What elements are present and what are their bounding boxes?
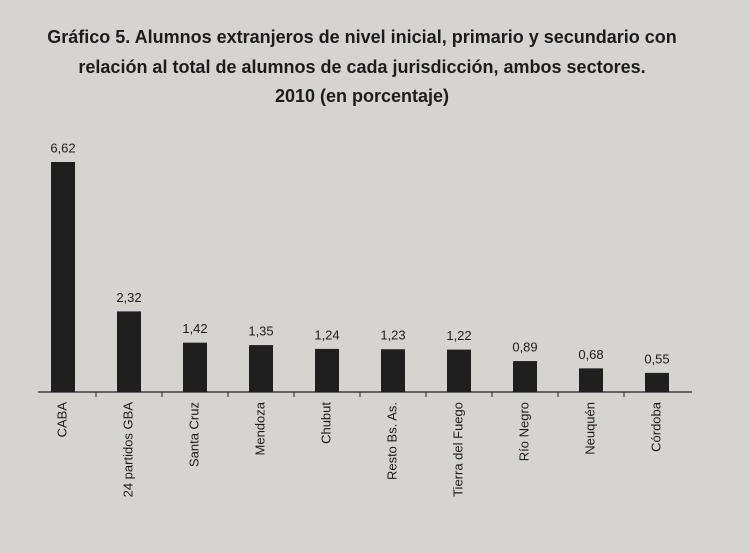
value-label: 0,55 — [644, 351, 669, 366]
bar — [117, 311, 141, 392]
bar — [381, 349, 405, 392]
value-label: 1,35 — [248, 324, 273, 339]
x-tick-label: Tierra del Fuego — [450, 402, 465, 497]
value-label: 1,42 — [182, 321, 207, 336]
bar — [513, 361, 537, 392]
value-label: 1,22 — [446, 328, 471, 343]
x-tick-label: 24 partidos GBA — [120, 402, 135, 498]
x-tick-label: Mendoza — [252, 401, 267, 455]
chart-title: relación al total de alumnos de cada jur… — [78, 57, 645, 77]
bar — [51, 162, 75, 392]
value-label: 0,89 — [512, 340, 537, 355]
x-tick-label: Santa Cruz — [186, 402, 201, 467]
bar — [249, 345, 273, 392]
x-tick-label: Resto Bs. As. — [384, 402, 399, 480]
x-tick-label: Chubut — [318, 402, 333, 444]
value-label: 2,32 — [116, 290, 141, 305]
x-tick-label: Córdoba — [648, 401, 663, 452]
bar — [315, 348, 339, 392]
bar — [183, 342, 207, 392]
chart-title: 2010 (en porcentaje) — [275, 86, 449, 106]
x-tick-label: Río Negro — [516, 402, 531, 461]
bar — [579, 368, 603, 392]
value-label: 6,62 — [50, 140, 75, 155]
bar — [447, 349, 471, 392]
value-label: 1,23 — [380, 328, 405, 343]
value-label: 1,24 — [314, 327, 339, 342]
bar — [645, 372, 669, 392]
value-label: 0,68 — [578, 347, 603, 362]
x-tick-label: CABA — [54, 402, 69, 438]
chart-title: Gráfico 5. Alumnos extranjeros de nivel … — [47, 27, 677, 47]
x-tick-label: Neuquén — [582, 402, 597, 455]
